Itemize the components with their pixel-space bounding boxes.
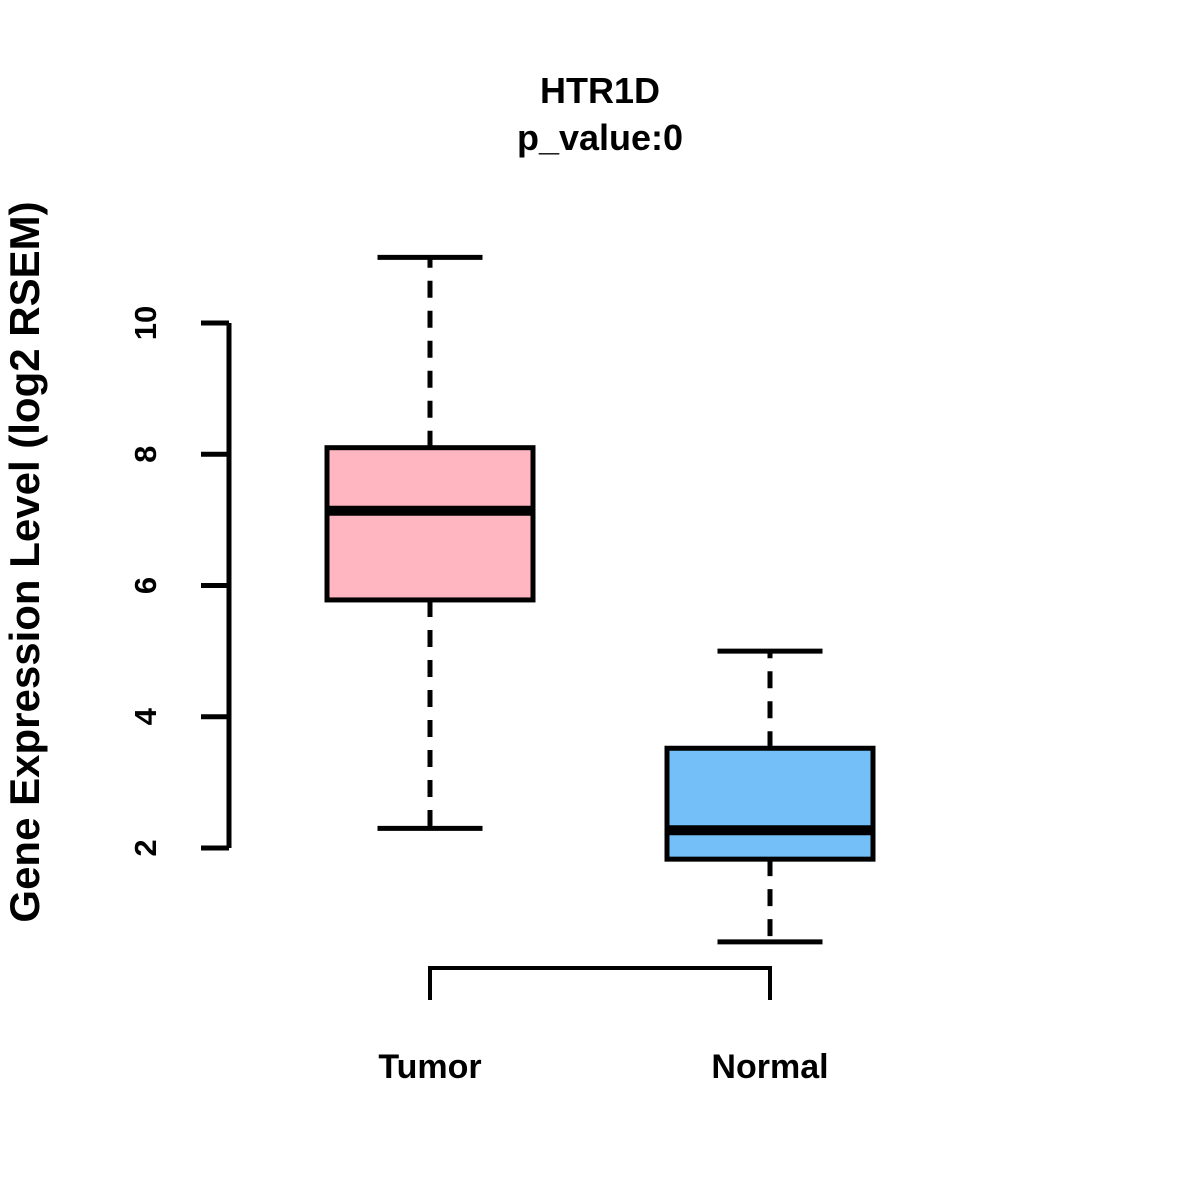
x-category-label-normal: Normal [711,1048,828,1086]
comparison-bracket [428,966,772,1000]
tumor-box [324,445,536,603]
plot-elements: 2 4 6 8 10 Tumor Normal [128,254,876,1086]
chart-title: HTR1D [539,70,660,111]
normal-box [664,745,876,862]
y-tick-label: 4 [128,707,163,725]
chart-subtitle: p_value:0 [516,117,684,158]
y-tick-label: 8 [128,446,163,463]
y-tick-label: 10 [128,306,163,340]
y-tick-label: 2 [128,839,163,856]
y-tick-label: 6 [128,577,163,594]
y-axis-title: Gene Expression Level (log2 RSEM) [1,201,48,922]
x-category-label-tumor: Tumor [378,1048,481,1086]
